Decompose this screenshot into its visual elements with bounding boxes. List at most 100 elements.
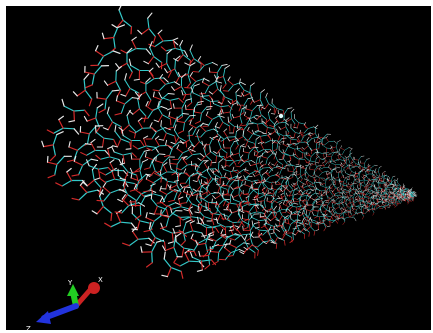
bond bbox=[90, 138, 96, 144]
bond bbox=[283, 200, 285, 205]
bond bbox=[147, 17, 150, 30]
bond bbox=[250, 121, 258, 125]
bond bbox=[271, 140, 276, 144]
bond bbox=[196, 269, 203, 272]
bond bbox=[165, 132, 176, 137]
bond bbox=[395, 202, 397, 207]
bond bbox=[277, 181, 281, 185]
bond bbox=[255, 226, 260, 229]
bond bbox=[242, 218, 250, 221]
bond bbox=[319, 181, 322, 185]
bond bbox=[330, 190, 334, 192]
bond bbox=[317, 152, 324, 155]
bond bbox=[356, 180, 360, 184]
bond bbox=[387, 184, 391, 187]
bond bbox=[392, 175, 396, 178]
bond bbox=[345, 201, 348, 207]
bond bbox=[308, 182, 312, 185]
bond bbox=[336, 212, 338, 217]
bond bbox=[321, 213, 326, 215]
bond bbox=[66, 159, 75, 163]
bond bbox=[122, 184, 129, 196]
bond bbox=[369, 169, 374, 171]
bond bbox=[203, 223, 213, 228]
bond bbox=[183, 208, 189, 212]
bond bbox=[243, 159, 249, 162]
bond bbox=[349, 200, 351, 205]
bond bbox=[349, 166, 354, 170]
bond bbox=[376, 174, 381, 178]
bond bbox=[193, 83, 200, 87]
bond bbox=[318, 136, 324, 139]
bond bbox=[325, 187, 327, 193]
bond bbox=[239, 83, 245, 91]
orientation-axes[interactable]: X Y Z bbox=[26, 276, 103, 330]
bond bbox=[213, 218, 219, 221]
bond bbox=[333, 212, 336, 216]
bond bbox=[347, 182, 350, 186]
bond bbox=[270, 130, 276, 135]
bond bbox=[181, 247, 185, 258]
crystal-lattice-render[interactable]: X Y Z bbox=[6, 6, 431, 330]
bond bbox=[187, 102, 193, 107]
bond bbox=[241, 203, 249, 208]
bond bbox=[403, 189, 408, 191]
bond bbox=[374, 164, 378, 166]
bond bbox=[205, 187, 211, 195]
bond bbox=[311, 148, 317, 151]
bond bbox=[251, 129, 255, 135]
bond bbox=[201, 106, 208, 114]
bond bbox=[196, 133, 200, 143]
bond bbox=[86, 179, 95, 187]
bond bbox=[216, 183, 221, 186]
bond bbox=[322, 144, 327, 149]
bond bbox=[94, 125, 97, 133]
bond bbox=[143, 193, 154, 197]
bond bbox=[131, 97, 140, 100]
bond bbox=[370, 196, 372, 201]
bond bbox=[270, 139, 278, 142]
bond bbox=[374, 195, 377, 197]
bond bbox=[328, 164, 330, 168]
bond bbox=[383, 171, 385, 176]
bond bbox=[160, 125, 167, 134]
bond bbox=[83, 115, 88, 122]
bond bbox=[107, 148, 111, 158]
bond bbox=[224, 175, 231, 180]
bond bbox=[299, 129, 302, 134]
bond bbox=[393, 203, 396, 207]
bond bbox=[360, 188, 363, 193]
bond bbox=[149, 189, 157, 193]
molecular-viewer-canvas[interactable]: X Y Z bbox=[6, 6, 431, 330]
bond bbox=[102, 205, 113, 214]
bond bbox=[244, 170, 250, 175]
bond bbox=[254, 180, 257, 185]
bond bbox=[346, 192, 348, 197]
bond bbox=[313, 169, 315, 176]
bond bbox=[139, 81, 147, 85]
bond bbox=[200, 130, 207, 138]
bond bbox=[112, 145, 118, 148]
bond bbox=[249, 186, 254, 189]
bond bbox=[258, 229, 260, 238]
bond bbox=[340, 208, 344, 213]
bond bbox=[161, 206, 168, 215]
bond bbox=[304, 209, 311, 212]
bond bbox=[258, 107, 262, 116]
bond bbox=[168, 199, 175, 203]
bond bbox=[315, 143, 318, 150]
bond bbox=[88, 98, 93, 107]
bond bbox=[373, 197, 378, 200]
bond bbox=[309, 160, 315, 162]
bond bbox=[174, 68, 180, 78]
bond bbox=[378, 195, 381, 200]
bond bbox=[348, 164, 352, 166]
bond bbox=[341, 216, 345, 219]
bond bbox=[394, 191, 398, 194]
bond bbox=[329, 167, 332, 171]
bond bbox=[274, 120, 278, 125]
bond bbox=[334, 159, 340, 162]
bond bbox=[357, 187, 360, 192]
bond bbox=[111, 121, 122, 128]
bond bbox=[145, 77, 151, 83]
